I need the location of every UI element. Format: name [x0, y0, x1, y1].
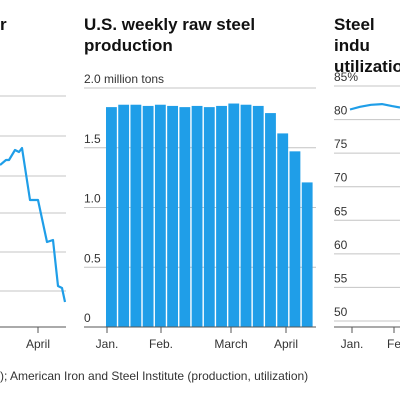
bar-17 [301, 182, 313, 327]
util-y-tick-label-0: 85% [334, 70, 358, 84]
util-y-tick-label-4: 65 [334, 204, 348, 218]
chart-title-right: Steel indu utilization [334, 14, 400, 77]
source-note: ); American Iron and Steel Institute (pr… [0, 369, 308, 383]
bar-3 [130, 104, 142, 327]
bar-y-tick-label-2: 1.0 [84, 192, 101, 206]
util-series-line [349, 102, 400, 111]
bar-x-tick-label-0: Jan. [96, 337, 119, 351]
bar-6 [167, 105, 179, 327]
source-note-text: ); American Iron and Steel Institute (pr… [0, 369, 309, 383]
bar-y-tick-label-1: 1.5 [84, 132, 101, 146]
bar-8 [191, 105, 203, 327]
bar-4 [142, 105, 154, 327]
chart-title-middle: U.S. weekly raw steel production [84, 14, 314, 56]
bar-x-tick-label-1: Feb. [149, 337, 173, 351]
bar-11 [228, 103, 240, 327]
bar-2 [118, 104, 130, 327]
bar-15 [277, 133, 289, 327]
bar-1 [106, 107, 117, 328]
left-x-tick-label-0: April [26, 337, 50, 351]
util-y-tick-label-5: 60 [334, 238, 348, 252]
util-y-tick-label-2: 75 [334, 137, 348, 151]
bar-y-tick-label-3: 0.5 [84, 251, 101, 265]
bar-14 [265, 113, 276, 327]
util-y-tick-label-1: 80 [334, 104, 348, 118]
bar-7 [179, 107, 191, 328]
util-y-tick-label-6: 55 [334, 271, 348, 285]
util-x-tick-label-1: Fe [387, 337, 400, 351]
bar-x-tick-label-2: March [214, 337, 247, 351]
bar-10 [216, 105, 227, 327]
bar-x-tick-label-3: April [274, 337, 298, 351]
chart-title-middle-text: U.S. weekly raw steel production [84, 15, 256, 55]
chart-title-left: r [0, 14, 7, 35]
chart-title-left-text: r [0, 15, 7, 34]
left-series-line [0, 146, 67, 303]
bar-13 [252, 105, 264, 327]
util-x-tick-label-0: Jan. [341, 337, 364, 351]
util-y-tick-label-3: 70 [334, 171, 348, 185]
util-y-tick-label-7: 50 [334, 305, 348, 319]
bar-9 [203, 107, 215, 328]
bar-12 [240, 104, 252, 327]
bar-16 [289, 151, 301, 327]
bar-y-tick-label-4: 0 [84, 311, 91, 325]
bar-y-tick-label-0: 2.0 million tons [84, 72, 164, 86]
bar-5 [154, 104, 166, 327]
chart-title-right-text: Steel indu utilization [334, 15, 400, 76]
